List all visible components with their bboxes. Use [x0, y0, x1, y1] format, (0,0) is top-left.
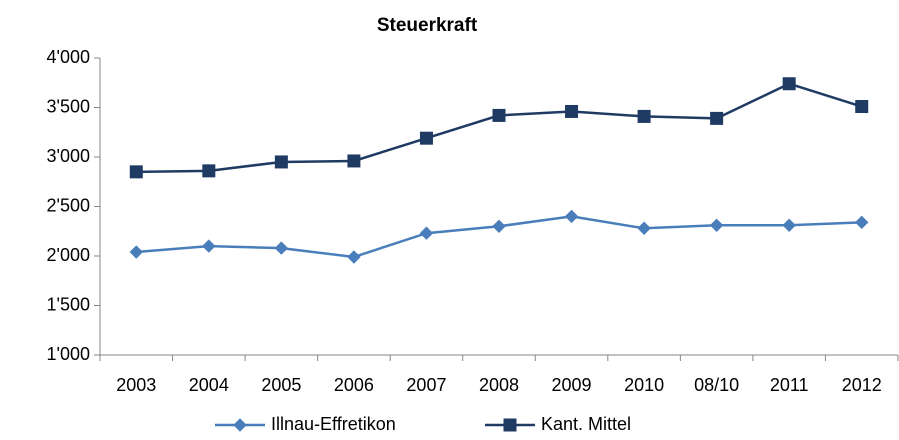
data-point [419, 226, 434, 240]
legend-label: Kant. Mittel [541, 414, 631, 434]
data-point [347, 154, 361, 168]
data-point [564, 209, 579, 224]
data-point [855, 100, 869, 114]
legend-marker [503, 418, 517, 432]
data-point [782, 77, 796, 91]
x-tick-label: 2003 [116, 375, 156, 395]
data-point [129, 165, 143, 179]
data-point [347, 250, 361, 264]
data-point [565, 104, 579, 118]
x-tick-label: 2010 [624, 375, 664, 395]
data-point [274, 155, 288, 169]
data-point [492, 219, 506, 234]
data-point [637, 221, 651, 235]
legend-marker [233, 418, 247, 432]
x-tick-label: 2007 [406, 375, 446, 395]
x-tick-label: 2008 [479, 375, 519, 395]
y-tick-label: 2'500 [47, 195, 90, 215]
data-point [129, 245, 143, 259]
y-tick-label: 1'000 [47, 344, 90, 364]
data-point [710, 111, 724, 125]
chart-title: Steuerkraft [377, 15, 478, 36]
data-point [637, 109, 651, 123]
y-tick-label: 2'000 [47, 245, 90, 265]
y-tick-label: 4'000 [47, 47, 90, 67]
data-point [782, 218, 796, 233]
data-point [419, 131, 433, 145]
x-tick-label: 2009 [552, 375, 592, 395]
data-point [202, 164, 216, 178]
y-tick-label: 3'500 [47, 96, 90, 116]
data-point [709, 218, 724, 233]
data-point [492, 108, 506, 122]
x-tick-label: 2005 [261, 375, 301, 395]
y-tick-label: 1'500 [47, 294, 90, 314]
data-point [855, 215, 869, 230]
x-tick-label: 2012 [842, 375, 882, 395]
data-point [274, 241, 289, 255]
y-tick-label: 3'000 [47, 146, 90, 166]
x-tick-label: 2011 [770, 375, 809, 395]
data-point [202, 239, 216, 253]
x-tick-label: 08/10 [694, 375, 739, 395]
series-line [136, 82, 863, 174]
x-tick-label: 2004 [189, 375, 229, 395]
legend-label: Illnau-Effretikon [271, 414, 396, 434]
x-tick-label: 2006 [334, 375, 374, 395]
